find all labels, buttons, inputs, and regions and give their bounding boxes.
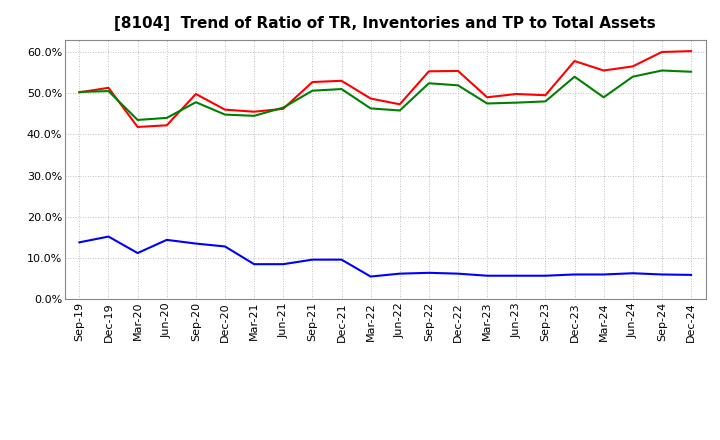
Inventories xyxy=(629,271,637,276)
Inventories xyxy=(395,271,404,276)
Trade Receivables xyxy=(75,90,84,95)
Inventories xyxy=(687,272,696,278)
Trade Payables xyxy=(250,113,258,118)
Line: Trade Payables: Trade Payables xyxy=(79,70,691,120)
Line: Trade Receivables: Trade Receivables xyxy=(79,51,691,127)
Trade Receivables xyxy=(687,48,696,54)
Inventories xyxy=(104,234,113,239)
Trade Receivables xyxy=(629,64,637,69)
Trade Receivables xyxy=(337,78,346,84)
Inventories xyxy=(337,257,346,262)
Inventories xyxy=(541,273,550,279)
Trade Receivables xyxy=(163,123,171,128)
Trade Receivables xyxy=(133,125,142,130)
Trade Receivables xyxy=(483,95,492,100)
Inventories xyxy=(425,270,433,275)
Trade Payables xyxy=(163,115,171,121)
Inventories xyxy=(133,250,142,256)
Line: Inventories: Inventories xyxy=(79,237,691,276)
Inventories xyxy=(279,261,287,267)
Trade Receivables xyxy=(366,96,375,101)
Inventories xyxy=(75,240,84,245)
Trade Payables xyxy=(220,112,229,117)
Inventories xyxy=(599,272,608,277)
Trade Payables xyxy=(454,83,462,88)
Trade Payables xyxy=(104,88,113,94)
Trade Receivables xyxy=(454,68,462,73)
Trade Receivables xyxy=(250,109,258,114)
Trade Receivables xyxy=(657,49,666,55)
Trade Payables xyxy=(425,81,433,86)
Trade Payables xyxy=(192,99,200,105)
Trade Payables xyxy=(308,88,317,93)
Trade Receivables xyxy=(395,102,404,107)
Trade Payables xyxy=(541,99,550,104)
Inventories xyxy=(512,273,521,279)
Trade Receivables xyxy=(192,92,200,97)
Inventories xyxy=(657,272,666,277)
Inventories xyxy=(454,271,462,276)
Trade Payables xyxy=(366,106,375,111)
Trade Payables xyxy=(133,117,142,123)
Trade Payables xyxy=(599,95,608,100)
Trade Receivables xyxy=(308,79,317,84)
Title: [8104]  Trend of Ratio of TR, Inventories and TP to Total Assets: [8104] Trend of Ratio of TR, Inventories… xyxy=(114,16,656,32)
Trade Payables xyxy=(75,89,84,95)
Trade Payables xyxy=(570,74,579,79)
Inventories xyxy=(250,261,258,267)
Trade Receivables xyxy=(220,107,229,112)
Trade Payables xyxy=(395,108,404,113)
Trade Payables xyxy=(657,68,666,73)
Trade Payables xyxy=(337,86,346,92)
Inventories xyxy=(483,273,492,279)
Inventories xyxy=(308,257,317,262)
Trade Receivables xyxy=(541,92,550,98)
Trade Receivables xyxy=(279,106,287,111)
Trade Receivables xyxy=(512,92,521,97)
Inventories xyxy=(570,272,579,277)
Trade Payables xyxy=(512,100,521,105)
Trade Receivables xyxy=(599,68,608,73)
Inventories xyxy=(163,237,171,242)
Trade Payables xyxy=(687,69,696,74)
Inventories xyxy=(366,274,375,279)
Inventories xyxy=(192,241,200,246)
Trade Payables xyxy=(483,101,492,106)
Trade Payables xyxy=(279,105,287,110)
Trade Payables xyxy=(629,74,637,79)
Trade Receivables xyxy=(104,85,113,91)
Inventories xyxy=(220,244,229,249)
Trade Receivables xyxy=(425,69,433,74)
Trade Receivables xyxy=(570,59,579,64)
